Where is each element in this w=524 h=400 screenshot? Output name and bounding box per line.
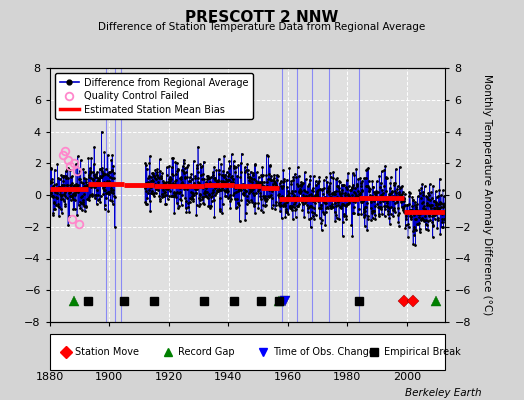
Text: Station Move: Station Move xyxy=(75,347,139,357)
Text: 1980: 1980 xyxy=(333,372,362,382)
Text: 1940: 1940 xyxy=(214,372,243,382)
Text: 1880: 1880 xyxy=(36,372,64,382)
Text: 1900: 1900 xyxy=(95,372,123,382)
Text: Record Gap: Record Gap xyxy=(178,347,235,357)
Text: 1960: 1960 xyxy=(274,372,302,382)
Text: 1920: 1920 xyxy=(155,372,183,382)
Legend: Difference from Regional Average, Quality Control Failed, Estimated Station Mean: Difference from Regional Average, Qualit… xyxy=(54,73,253,119)
Text: PRESCOTT 2 NNW: PRESCOTT 2 NNW xyxy=(185,10,339,25)
Text: Difference of Station Temperature Data from Regional Average: Difference of Station Temperature Data f… xyxy=(99,22,425,32)
Text: Time of Obs. Change: Time of Obs. Change xyxy=(274,347,375,357)
Text: Berkeley Earth: Berkeley Earth xyxy=(406,388,482,398)
Text: 2000: 2000 xyxy=(392,372,421,382)
Text: Empirical Break: Empirical Break xyxy=(384,347,461,357)
FancyBboxPatch shape xyxy=(50,334,445,370)
Y-axis label: Monthly Temperature Anomaly Difference (°C): Monthly Temperature Anomaly Difference (… xyxy=(482,74,492,316)
